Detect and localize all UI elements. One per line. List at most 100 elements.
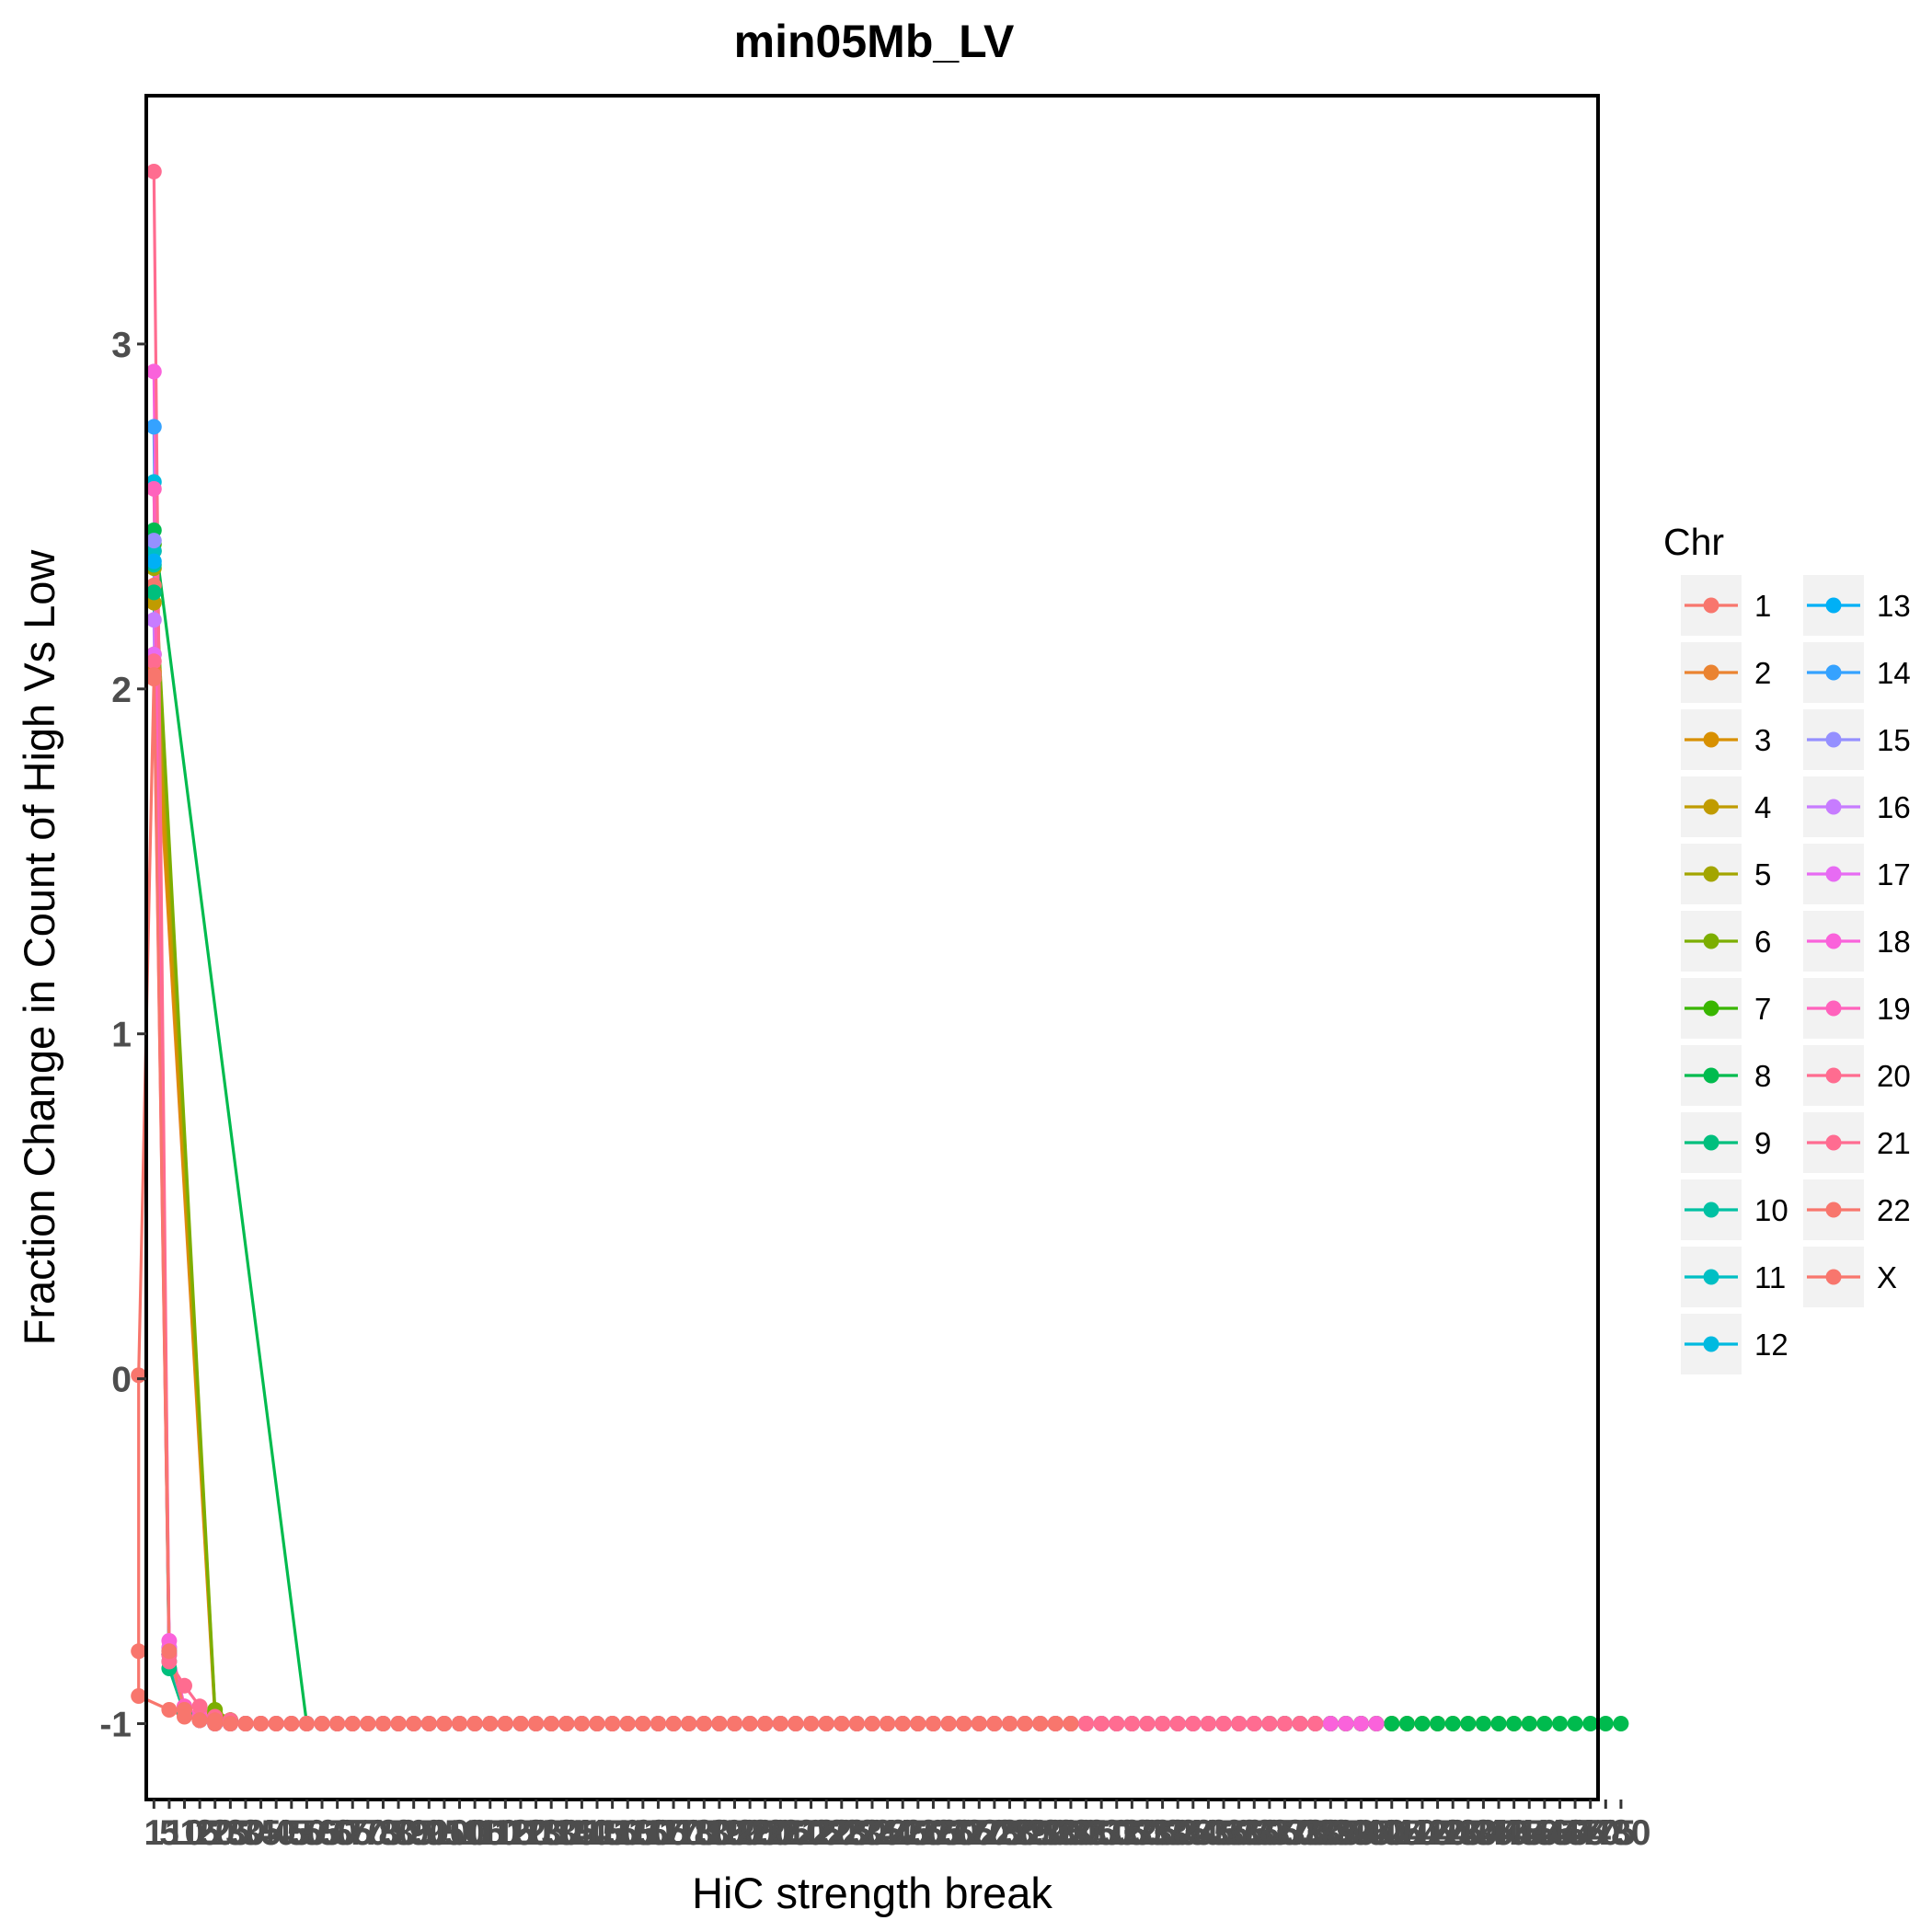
x-tick-label: 335: [1148, 1813, 1208, 1853]
legend-key-point: [1703, 1000, 1719, 1017]
x-tick-label: 240: [857, 1813, 917, 1853]
x-tick-label: 210: [765, 1813, 825, 1853]
x-tick-label: 150: [582, 1813, 642, 1853]
x-tick-label: 250: [888, 1813, 948, 1853]
data-point-chr-X: [207, 1712, 224, 1729]
data-point-chr-8: [1613, 1716, 1629, 1731]
data-point-chr-X: [1063, 1716, 1079, 1731]
legend-key-point: [1703, 664, 1719, 681]
data-point-chr-18: [1368, 1716, 1385, 1731]
legend-item-chr-5: 5: [1681, 844, 1771, 904]
legend-key-point: [1825, 1202, 1842, 1218]
data-point-chr-8: [1552, 1716, 1568, 1731]
x-tick-label: 355: [1209, 1813, 1269, 1853]
x-tick-label: 10: [165, 1813, 204, 1853]
legend-item-chr-16: 16: [1803, 776, 1911, 837]
legend-item-chr-14: 14: [1803, 642, 1911, 703]
data-point-chr-X: [131, 1367, 147, 1384]
data-point-chr-X: [604, 1716, 621, 1731]
x-tick-label: 155: [598, 1813, 658, 1853]
legend-item-chr-1: 1: [1681, 575, 1771, 636]
data-point-chr-X: [436, 1716, 453, 1731]
x-tick-label: 315: [1087, 1813, 1146, 1853]
data-point-chr-X: [772, 1716, 788, 1731]
legend-label: 20: [1877, 1059, 1911, 1093]
data-point-chr-X: [314, 1716, 330, 1731]
data-point-chr-X: [253, 1716, 270, 1731]
x-tick-label: 325: [1117, 1813, 1177, 1853]
data-point-chr-X: [131, 1643, 147, 1660]
x-tick-label: 385: [1301, 1813, 1361, 1853]
data-point-chr-X: [864, 1716, 880, 1731]
x-tick-label: 270: [949, 1813, 1009, 1853]
x-tick-label: 455: [1514, 1813, 1574, 1853]
x-tick-label: 195: [720, 1813, 780, 1853]
x-tick-label: 90: [409, 1813, 449, 1853]
data-point-chr-X: [696, 1716, 712, 1731]
data-point-chr-16: [145, 612, 162, 628]
data-point-chr-X: [635, 1716, 651, 1731]
legend-key-point: [1703, 597, 1719, 614]
x-tick-label: 470: [1560, 1813, 1620, 1853]
legend-item-chr-21: 21: [1803, 1112, 1911, 1173]
legend-label: 17: [1877, 857, 1911, 891]
x-tick-label: 260: [919, 1813, 979, 1853]
x-tick-label: 215: [781, 1813, 841, 1853]
y-axis-title: Fraction Change in Count of High Vs Low: [15, 549, 63, 1346]
x-tick-label: 120: [490, 1813, 550, 1853]
x-tick-label: 85: [394, 1813, 433, 1853]
legend-item-chr-7: 7: [1681, 978, 1771, 1039]
legend-key-point: [1825, 1000, 1842, 1017]
chart-title: min05Mb_LV: [734, 16, 1015, 67]
data-point-chr-8: [1506, 1716, 1523, 1731]
data-point-chr-21: [1123, 1716, 1140, 1731]
x-tick-label: 365: [1239, 1813, 1299, 1853]
data-point-chr-18: [1353, 1716, 1369, 1731]
legend-label: X: [1877, 1260, 1897, 1294]
legend-label: 19: [1877, 992, 1911, 1026]
x-tick-label: 115: [477, 1813, 535, 1853]
data-point-chr-X: [834, 1716, 850, 1731]
x-tick-label: 20: [195, 1813, 235, 1853]
data-point-chr-21: [1155, 1716, 1171, 1731]
x-tick-label: 65: [333, 1813, 373, 1853]
legend-key-point: [1703, 933, 1719, 949]
data-point-chr-X: [237, 1716, 254, 1731]
legend-item-chr-X: X: [1803, 1247, 1897, 1307]
data-point-chr-X: [940, 1716, 957, 1731]
x-tick-label: 5: [159, 1813, 179, 1853]
data-point-chr-X: [573, 1716, 590, 1731]
data-point-chr-X: [971, 1716, 987, 1731]
data-point-chr-X: [298, 1716, 315, 1731]
x-tick-label: 265: [934, 1813, 994, 1853]
x-tick-label: 45: [271, 1813, 311, 1853]
legend-item-chr-3: 3: [1681, 709, 1771, 770]
x-tick-label: 370: [1255, 1813, 1315, 1853]
x-tick-label: 175: [659, 1813, 719, 1853]
data-point-chr-8: [1521, 1716, 1537, 1731]
x-tick-label: 340: [1163, 1813, 1223, 1853]
legend-label: 4: [1754, 790, 1771, 824]
data-point-chr-14: [145, 419, 162, 435]
x-tick-label: 360: [1225, 1813, 1284, 1853]
data-point-chr-X: [925, 1716, 941, 1731]
y-tick-label: 0: [111, 1361, 132, 1400]
legend-label: 13: [1877, 589, 1911, 623]
data-point-chr-X: [788, 1716, 804, 1731]
x-tick-label: 460: [1530, 1813, 1590, 1853]
legend-key-point: [1703, 1067, 1719, 1084]
data-point-chr-21: [1231, 1716, 1248, 1731]
data-point-chr-X: [543, 1716, 559, 1731]
legend-label: 18: [1877, 925, 1911, 959]
x-tick-label: 475: [1576, 1813, 1636, 1853]
data-point-chr-21: [1292, 1716, 1308, 1731]
data-point-chr-X: [742, 1716, 758, 1731]
data-point-chr-8: [1567, 1716, 1583, 1731]
x-tick-label: 450: [1500, 1813, 1559, 1853]
legend-item-chr-10: 10: [1681, 1179, 1788, 1240]
data-point-chr-X: [757, 1716, 774, 1731]
x-tick-label: 390: [1316, 1813, 1375, 1853]
data-point-chr-X: [1047, 1716, 1064, 1731]
